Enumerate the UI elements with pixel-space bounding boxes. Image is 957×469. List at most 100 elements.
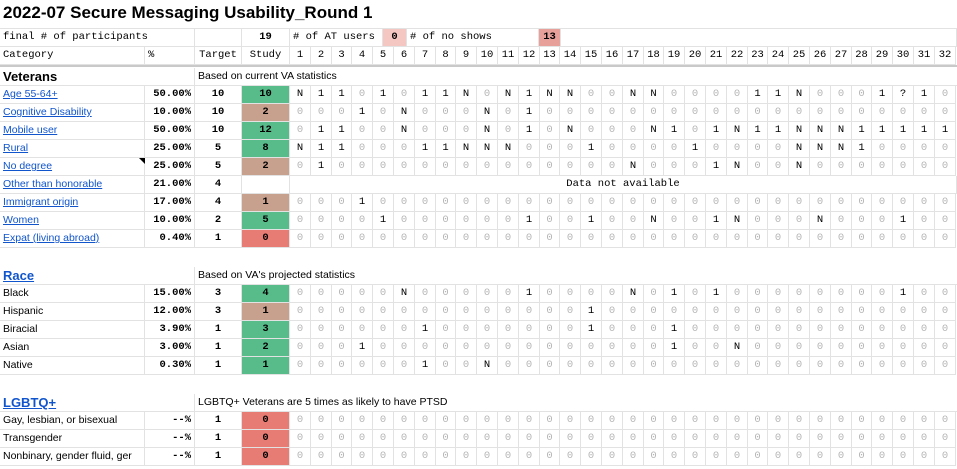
target-cell[interactable]: 4 <box>195 176 242 194</box>
participant-cell[interactable]: N <box>394 122 415 140</box>
participant-cell[interactable]: 0 <box>644 412 664 430</box>
participant-cell[interactable]: 0 <box>706 104 727 122</box>
participant-cell[interactable]: 1 <box>415 140 436 158</box>
participant-cell[interactable]: 0 <box>748 357 768 375</box>
participant-cell[interactable]: 0 <box>602 122 623 140</box>
participant-cell[interactable]: 0 <box>602 86 623 104</box>
participant-cell[interactable]: 0 <box>311 230 332 248</box>
participant-cell[interactable]: 1 <box>893 212 914 230</box>
participant-cell[interactable]: 0 <box>581 122 602 140</box>
participant-cell[interactable]: 0 <box>685 158 706 176</box>
column-header-pct[interactable]: % <box>145 47 195 65</box>
category-cell[interactable]: Black <box>0 285 145 303</box>
participant-cell[interactable]: 1 <box>852 140 872 158</box>
category-cell[interactable]: Asian <box>0 339 145 357</box>
participant-cell[interactable]: 0 <box>810 448 831 466</box>
participant-cell[interactable]: 0 <box>602 430 623 448</box>
participant-cell[interactable]: 0 <box>623 303 644 321</box>
participant-cell[interactable]: 0 <box>810 230 831 248</box>
no-shows-value[interactable]: 13 <box>539 29 561 47</box>
participant-cell[interactable]: 0 <box>831 357 852 375</box>
participant-cell[interactable]: 0 <box>560 321 581 339</box>
participant-cell[interactable]: 0 <box>623 104 644 122</box>
participant-cell[interactable]: 1 <box>872 86 893 104</box>
participant-cell[interactable]: 0 <box>540 140 560 158</box>
participant-cell[interactable]: 0 <box>456 321 477 339</box>
participant-cell[interactable]: 0 <box>602 140 623 158</box>
participant-cell[interactable]: 0 <box>540 230 560 248</box>
participant-cell[interactable]: 1 <box>748 122 768 140</box>
participant-cell[interactable]: 0 <box>831 194 852 212</box>
participant-cell[interactable]: 1 <box>519 285 540 303</box>
participant-cell[interactable]: N <box>644 86 664 104</box>
participant-cell[interactable]: 0 <box>706 412 727 430</box>
participant-cell[interactable]: 1 <box>311 158 332 176</box>
target-cell[interactable]: 3 <box>195 285 242 303</box>
participant-cell[interactable]: 0 <box>748 430 768 448</box>
participant-cell[interactable]: 0 <box>810 86 831 104</box>
participant-cell[interactable]: 0 <box>373 412 394 430</box>
section-title[interactable]: Veterans <box>0 68 195 86</box>
participant-cell[interactable]: 0 <box>581 158 602 176</box>
participant-cell[interactable]: N <box>394 285 415 303</box>
percent-cell[interactable]: 0.40% <box>145 230 195 248</box>
participant-cell[interactable]: 0 <box>810 104 831 122</box>
participant-cell[interactable]: 0 <box>768 140 789 158</box>
participant-cell[interactable]: 0 <box>560 357 581 375</box>
participant-cell[interactable]: 0 <box>560 140 581 158</box>
participant-cell[interactable]: N <box>498 86 519 104</box>
column-header-participant[interactable]: 29 <box>872 47 893 65</box>
participant-cell[interactable]: 0 <box>748 140 768 158</box>
target-cell[interactable]: 10 <box>195 104 242 122</box>
participant-cell[interactable]: 1 <box>519 104 540 122</box>
participant-cell[interactable]: 0 <box>373 430 394 448</box>
percent-cell[interactable]: 25.00% <box>145 140 195 158</box>
participant-cell[interactable]: 0 <box>685 86 706 104</box>
participant-cell[interactable]: 1 <box>914 122 935 140</box>
participant-cell[interactable]: 1 <box>352 339 373 357</box>
participant-cell[interactable]: 0 <box>415 212 436 230</box>
participant-cell[interactable]: 0 <box>935 303 956 321</box>
participant-cell[interactable]: 0 <box>644 158 664 176</box>
participant-cell[interactable]: 1 <box>581 303 602 321</box>
participant-cell[interactable]: 0 <box>373 285 394 303</box>
participant-cell[interactable]: 1 <box>519 86 540 104</box>
participant-cell[interactable]: 0 <box>456 122 477 140</box>
participant-cell[interactable]: 0 <box>706 140 727 158</box>
participant-cell[interactable]: 0 <box>394 430 415 448</box>
participant-cell[interactable]: 0 <box>498 303 519 321</box>
category-cell[interactable]: Transgender <box>0 430 145 448</box>
participant-cell[interactable]: 0 <box>456 194 477 212</box>
participant-cell[interactable]: N <box>560 122 581 140</box>
participant-cell[interactable]: 0 <box>560 230 581 248</box>
participant-cell[interactable]: 0 <box>685 303 706 321</box>
participant-cell[interactable]: 0 <box>914 357 935 375</box>
participant-cell[interactable]: 0 <box>519 194 540 212</box>
percent-cell[interactable]: 3.90% <box>145 321 195 339</box>
participant-cell[interactable]: 0 <box>477 412 498 430</box>
participant-cell[interactable]: 0 <box>436 122 456 140</box>
participant-cell[interactable]: 0 <box>685 357 706 375</box>
participant-cell[interactable]: 0 <box>540 104 560 122</box>
participant-cell[interactable]: 0 <box>311 321 332 339</box>
participant-cell[interactable]: 0 <box>872 339 893 357</box>
participant-cell[interactable]: 0 <box>872 430 893 448</box>
participant-cell[interactable]: 0 <box>415 158 436 176</box>
column-header-participant[interactable]: 10 <box>477 47 498 65</box>
participant-cell[interactable]: 0 <box>664 194 685 212</box>
participant-cell[interactable]: 0 <box>332 285 352 303</box>
participant-cell[interactable]: 0 <box>436 430 456 448</box>
column-header-participant[interactable]: 32 <box>935 47 956 65</box>
participant-cell[interactable]: 0 <box>290 285 311 303</box>
participant-cell[interactable]: 0 <box>498 339 519 357</box>
participant-cell[interactable]: 0 <box>498 212 519 230</box>
participant-cell[interactable]: 0 <box>872 230 893 248</box>
participant-cell[interactable]: 0 <box>768 448 789 466</box>
participant-cell[interactable]: 0 <box>373 448 394 466</box>
category-cell[interactable]: Hispanic <box>0 303 145 321</box>
participant-cell[interactable]: N <box>727 339 748 357</box>
participant-cell[interactable]: 0 <box>644 321 664 339</box>
participant-cell[interactable]: 0 <box>914 321 935 339</box>
participant-cell[interactable]: 0 <box>373 321 394 339</box>
participant-cell[interactable]: 0 <box>664 104 685 122</box>
